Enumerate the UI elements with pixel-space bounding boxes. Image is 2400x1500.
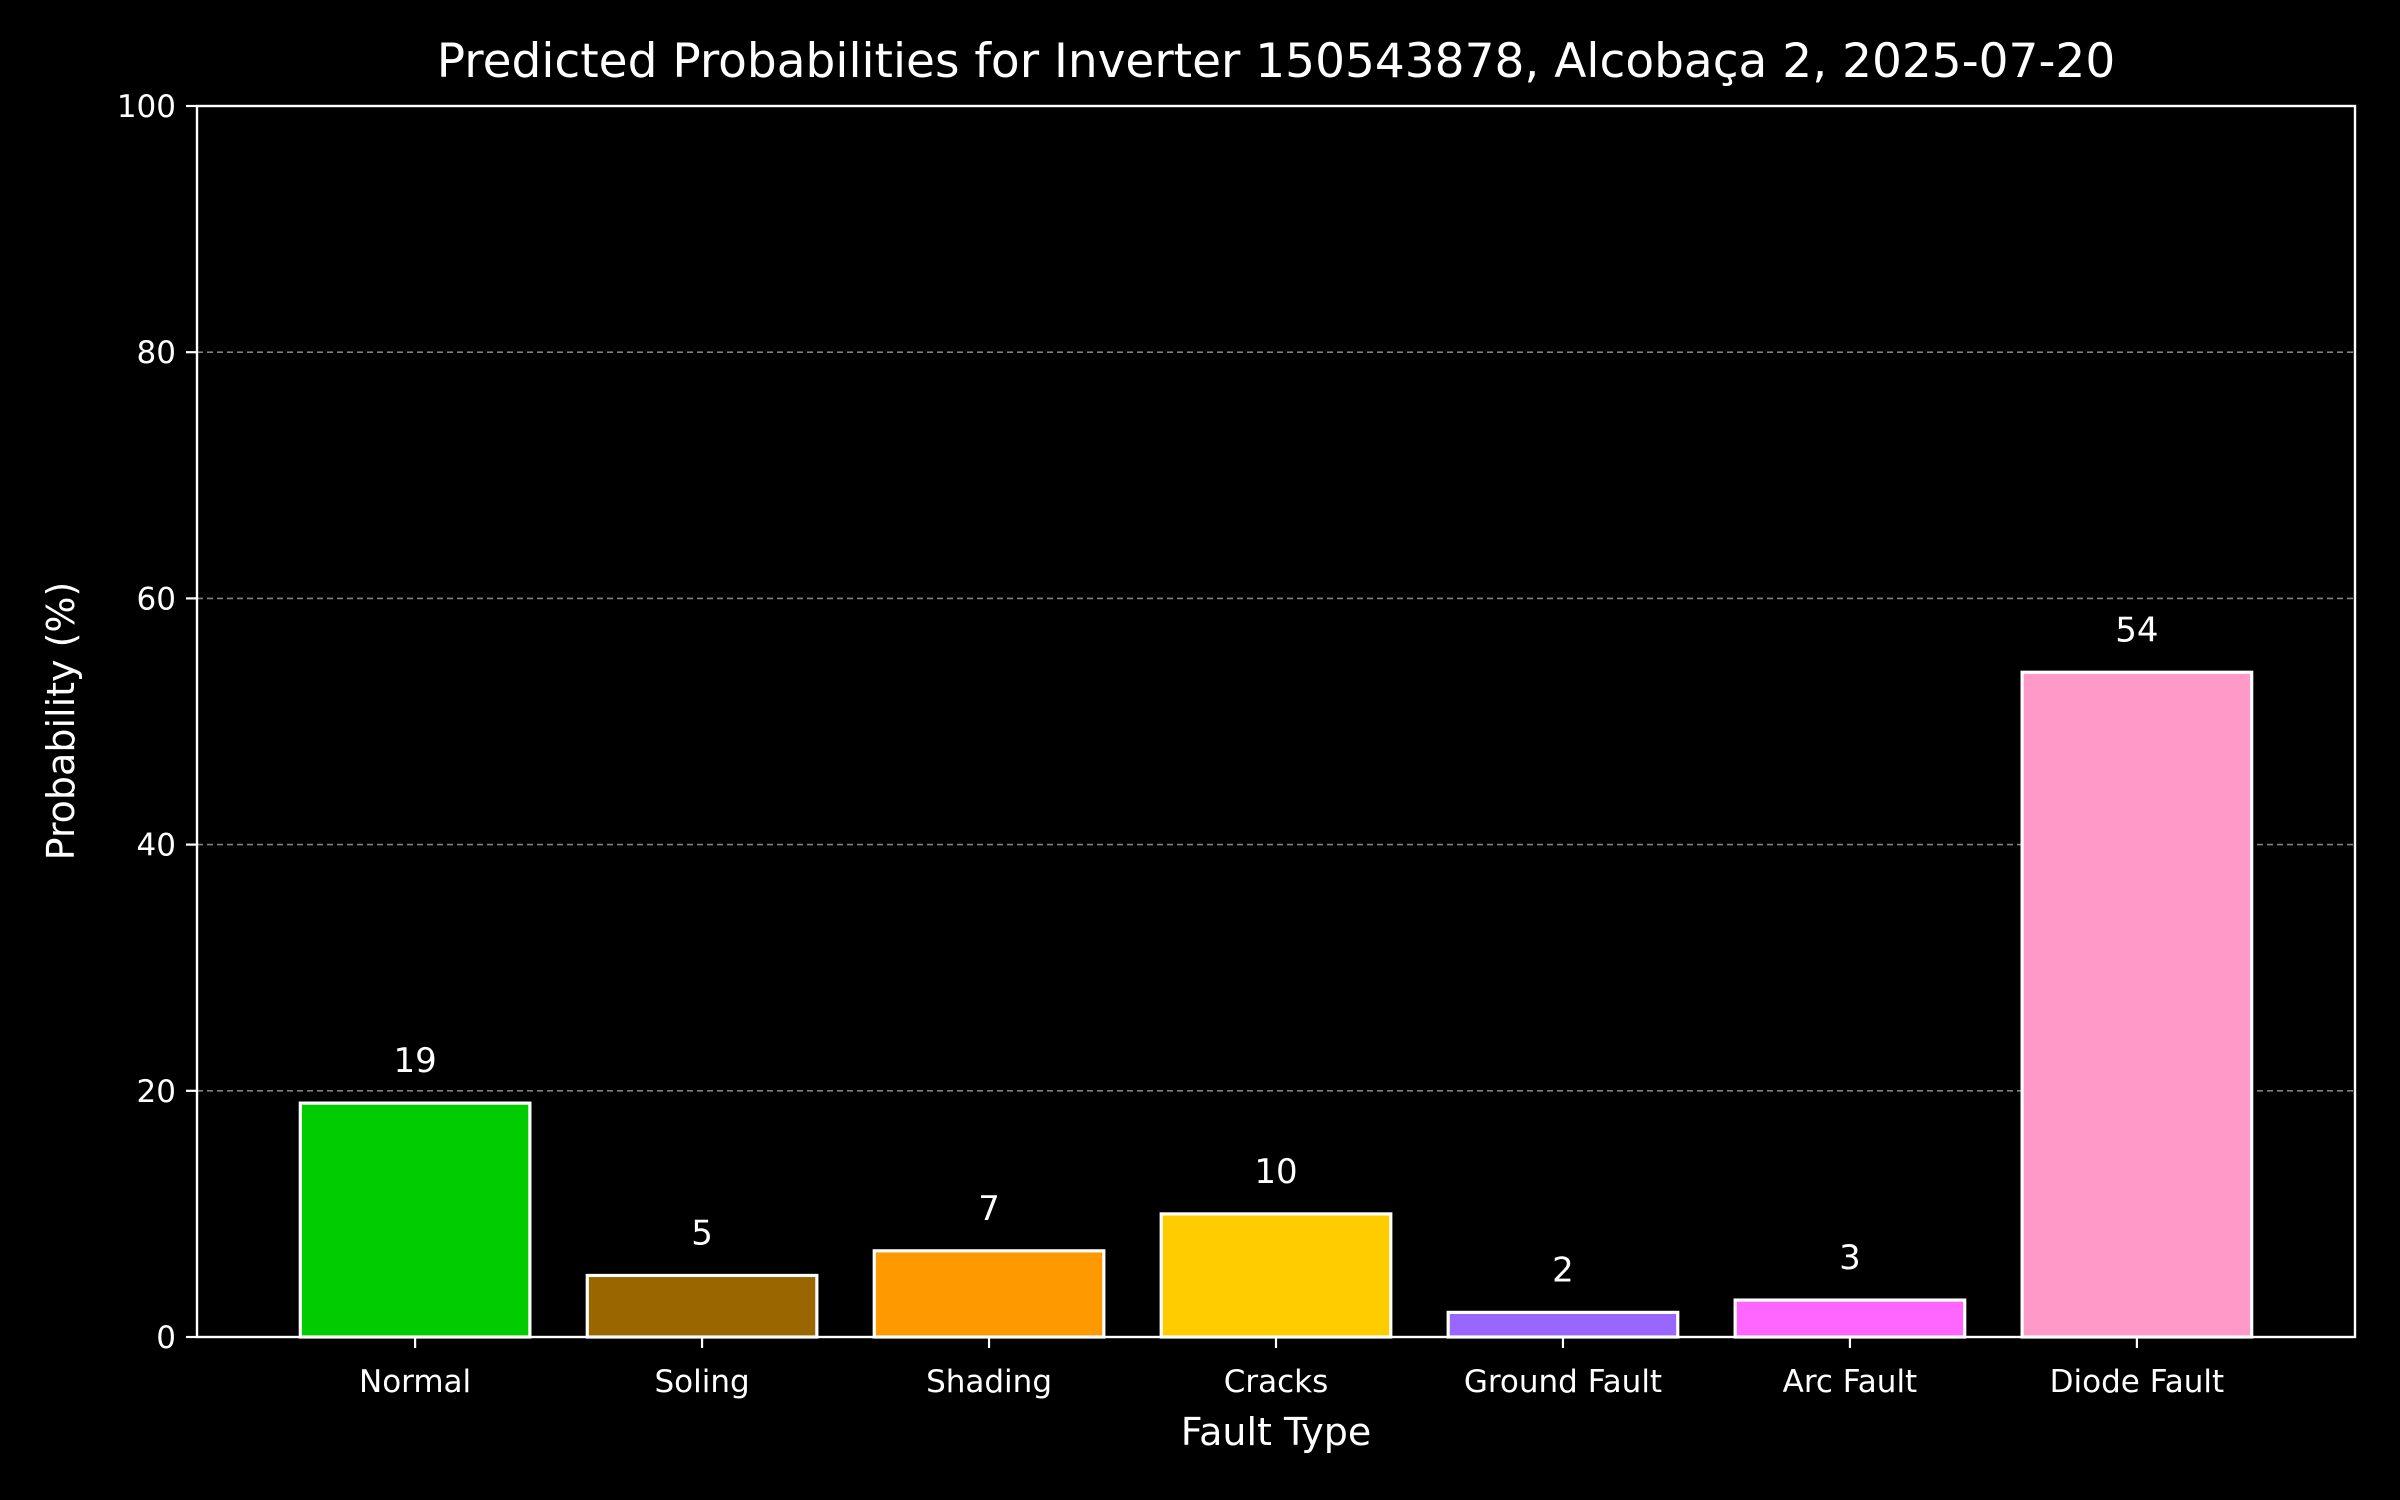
- bar-diode-fault: [2020, 670, 2254, 1339]
- x-tick-label: Diode Fault: [2050, 1364, 2224, 1400]
- x-tick-label: Soling: [654, 1364, 749, 1400]
- bar-ground-fault: [1446, 1310, 1680, 1339]
- x-axis: Normal Soling Shading Cracks Ground Fault Arc…: [359, 1337, 2224, 1400]
- y-axis: 0 20 40 60 80 100: [117, 89, 197, 1356]
- x-tick-label: Cracks: [1224, 1364, 1329, 1400]
- y-tick-label: 100: [117, 89, 176, 125]
- y-axis-title: Probability (%): [39, 582, 83, 861]
- y-tick-label: 20: [137, 1074, 176, 1110]
- x-tick-label: Ground Fault: [1464, 1364, 1662, 1400]
- data-label: 7: [978, 1189, 1000, 1229]
- data-label: 19: [393, 1041, 436, 1081]
- x-tick-label: Arc Fault: [1783, 1364, 1918, 1400]
- data-label: 10: [1254, 1152, 1297, 1192]
- bars: [298, 670, 2254, 1339]
- y-tick-label: 40: [137, 828, 176, 864]
- bar-normal: [298, 1101, 532, 1339]
- data-label: 3: [1839, 1238, 1861, 1278]
- x-tick-label: Shading: [926, 1364, 1052, 1400]
- chart-title: Predicted Probabilities for Inverter 150…: [437, 34, 2115, 89]
- y-tick-label: 0: [156, 1320, 176, 1356]
- data-label: 2: [1552, 1250, 1574, 1290]
- x-axis-title: Fault Type: [1181, 1410, 1372, 1454]
- y-tick-label: 80: [137, 335, 176, 371]
- y-tick-label: 60: [137, 581, 176, 617]
- data-label: 5: [691, 1213, 713, 1253]
- x-tick-label: Normal: [359, 1364, 471, 1400]
- data-labels: 19 5 7 10 2 3 54: [393, 610, 2158, 1290]
- bar-shading: [872, 1249, 1106, 1339]
- bar-soling: [585, 1273, 819, 1339]
- bar-cracks: [1159, 1212, 1393, 1339]
- data-label: 54: [2115, 610, 2158, 650]
- bar-arc-fault: [1733, 1298, 1967, 1339]
